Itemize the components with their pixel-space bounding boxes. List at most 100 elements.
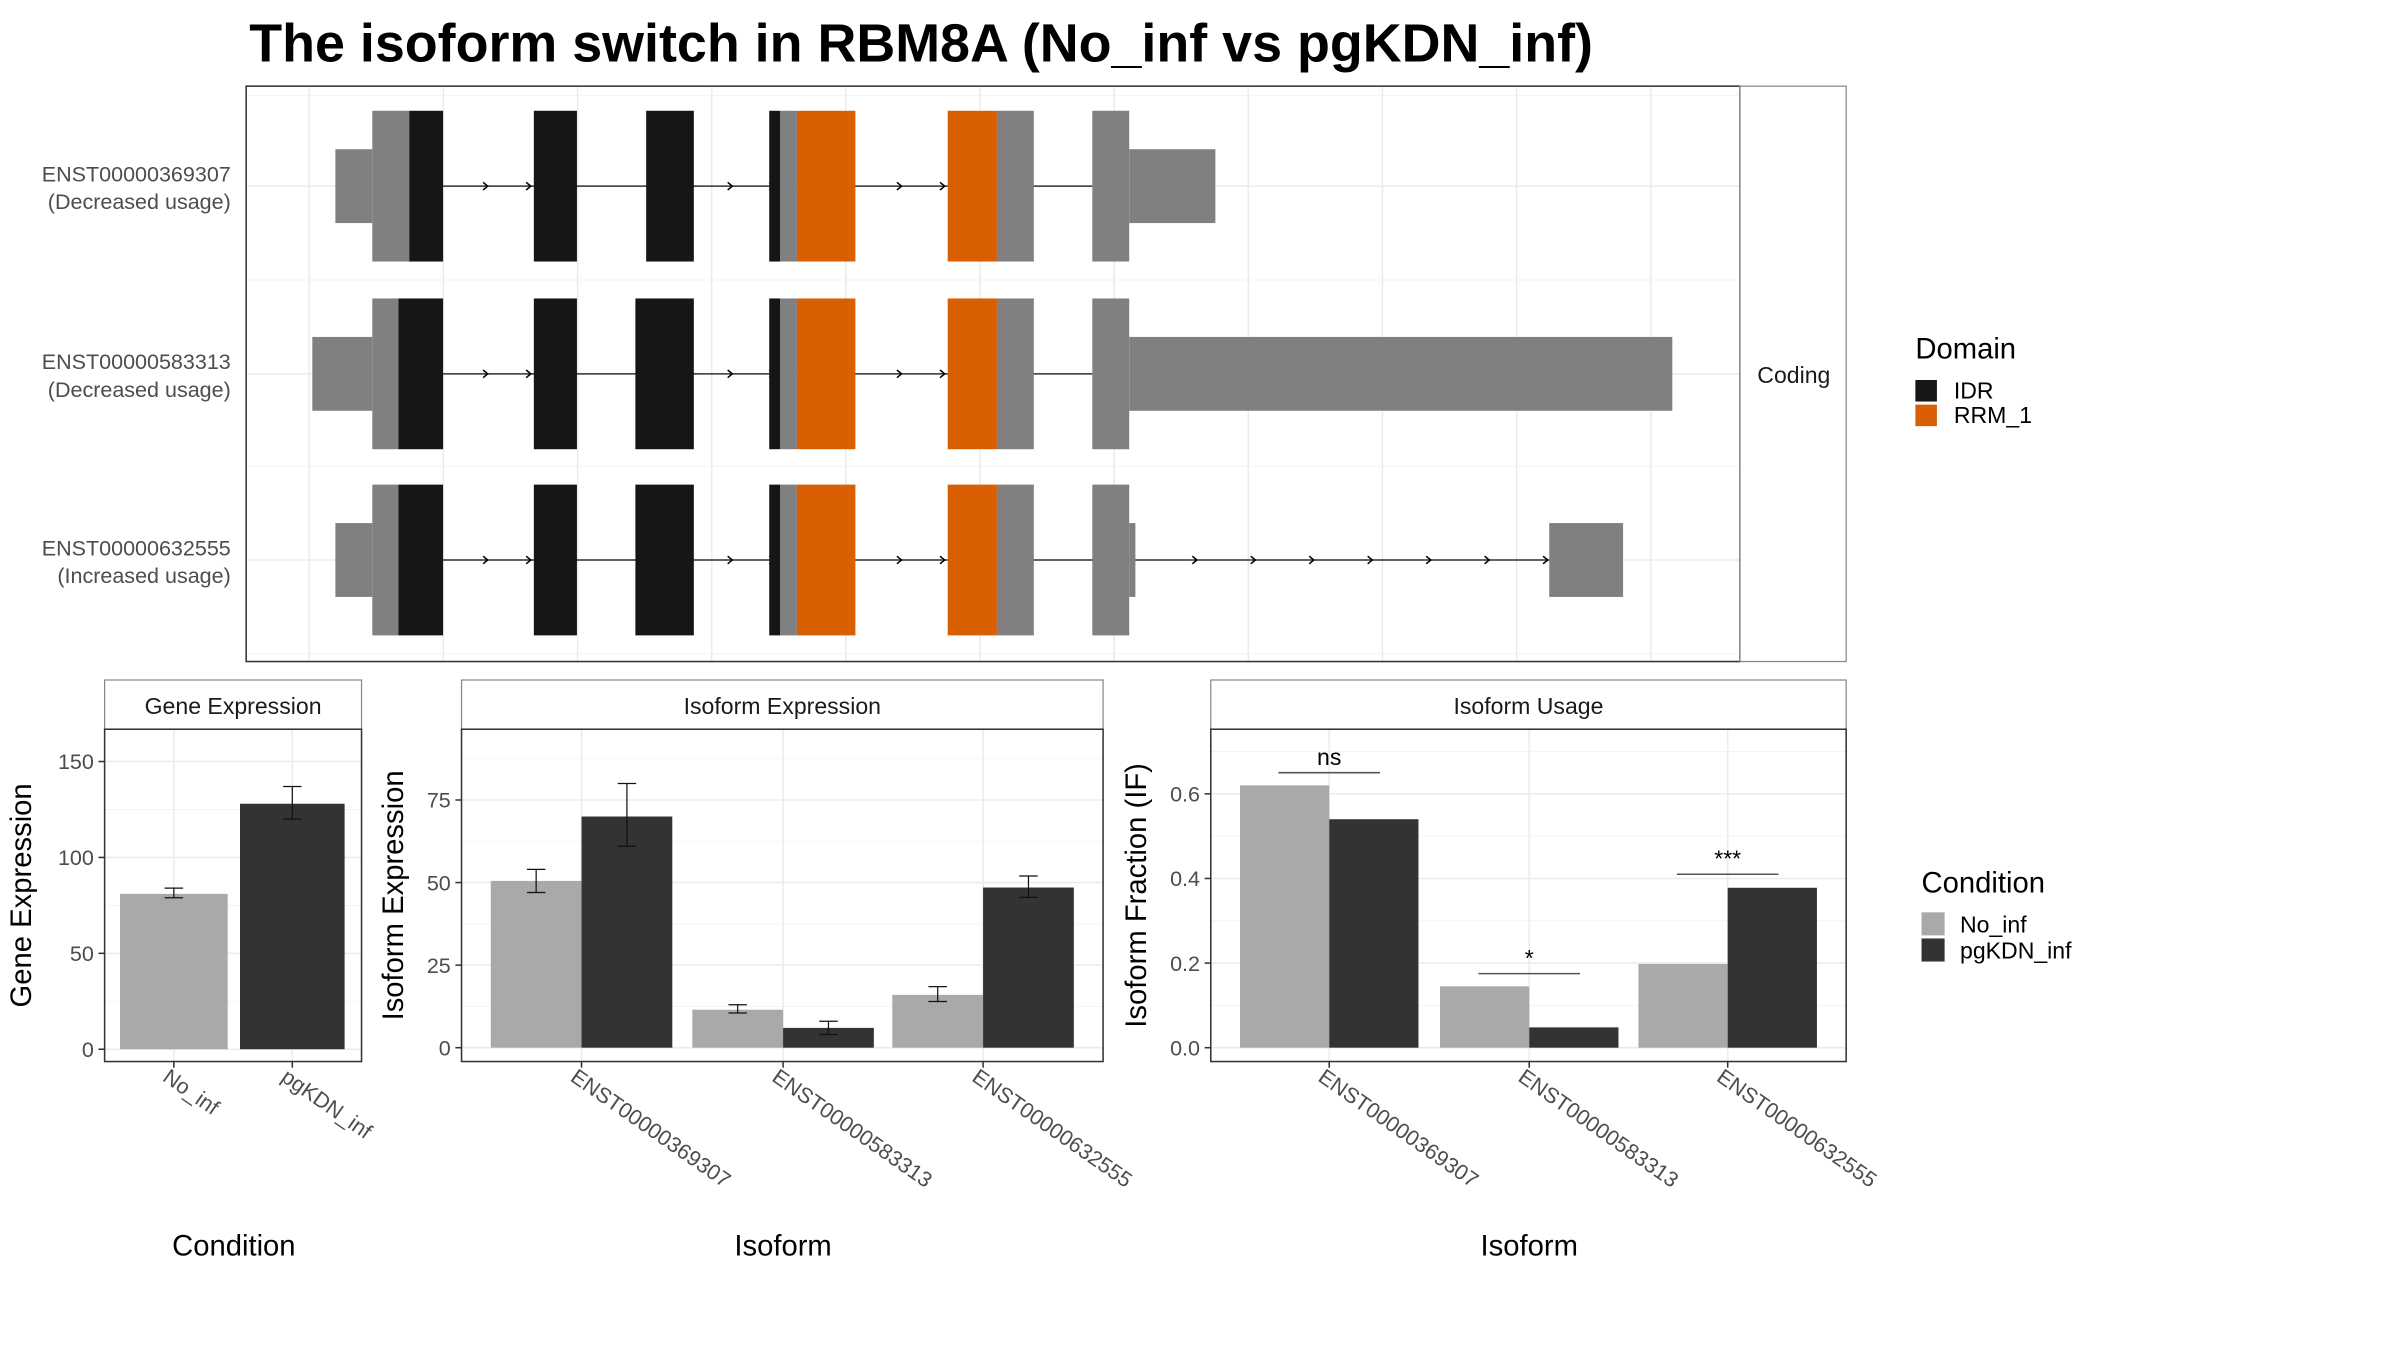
exon-cds: [1092, 484, 1130, 636]
svg-text:ENST00000583313: ENST00000583313: [42, 350, 231, 374]
y-tick-label: 150: [58, 750, 94, 774]
legend-key-idr: [1915, 380, 1937, 402]
exon-cds: [947, 110, 997, 262]
error-bar: [617, 782, 637, 847]
x-tick-label: ENST00000632555: [968, 1064, 1137, 1192]
y-tick-label: 50: [427, 871, 451, 895]
strand-arrow-icon: [896, 181, 903, 191]
strand-arrow-icon: [482, 555, 489, 565]
x-axis-title: Isoform: [1481, 1230, 1578, 1262]
strand-arrow-icon: [525, 369, 532, 379]
exon-cds: [796, 110, 856, 262]
strand-arrow-icon: [939, 555, 946, 565]
figure-title: The isoform switch in RBM8A (No_inf vs p…: [249, 14, 1593, 74]
transcript-label-1: ENST00000583313 (Decreased usage): [42, 350, 231, 402]
y-tick-label: 25: [427, 954, 451, 978]
error-bar: [526, 868, 546, 894]
x-tick-label: ENST00000632555: [1713, 1064, 1882, 1192]
strand-arrow-icon: [525, 181, 532, 191]
y-tick-label: 0.2: [1170, 952, 1200, 976]
strand-arrow-icon: [1191, 555, 1199, 565]
chart-title: Isoform Expression: [684, 693, 881, 719]
svg-text:Domain: Domain: [1915, 333, 2016, 365]
exon-cds: [796, 298, 856, 450]
strand-arrow-icon: [727, 555, 734, 565]
x-tick-label: ENST00000583313: [1514, 1064, 1683, 1192]
bar-ENST00000583313-pgKDN_inf: [1529, 1027, 1619, 1048]
legend-key-pgkdn-inf: [1921, 938, 1945, 962]
strand-arrow-icon: [1425, 555, 1432, 565]
x-tick-label: ENST00000369307: [1314, 1064, 1483, 1192]
exon-cds: [780, 110, 797, 262]
error-bar: [928, 985, 947, 1003]
svg-text:ENST00000632555: ENST00000632555: [42, 536, 231, 560]
bar-ENST00000369307-No_inf: [490, 880, 582, 1048]
bar-ENST00000369307-No_inf: [1240, 785, 1330, 1048]
x-tick-label: ENST00000369307: [566, 1064, 735, 1192]
x-tick-label: ENST00000583313: [768, 1064, 937, 1192]
bar-pgKDN_inf: [240, 803, 345, 1050]
exon-cds: [533, 298, 577, 450]
exon-cds: [372, 484, 399, 636]
error-bar: [283, 785, 302, 820]
bar-ENST00000583313-No_inf: [1440, 986, 1530, 1048]
chart-title: Gene Expression: [145, 693, 322, 719]
y-tick-label: 0.4: [1170, 867, 1200, 891]
chart-isoform-usage: Isoform Usage 0.0 0.2 0.4 0.6 ENST00000369307…: [1121, 679, 1882, 1262]
y-axis-title: Isoform Expression: [378, 770, 410, 1020]
bar-ENST00000632555-No_inf: [892, 994, 984, 1048]
svg-text:Condition: Condition: [1922, 867, 2045, 899]
chart-gene-expression: Gene Expression 0 50 100 150 No_inf pgKDN_inf G…: [6, 679, 377, 1262]
bar-ENST00000583313-No_inf: [692, 1009, 784, 1048]
strand-arrow-icon: [896, 369, 903, 379]
exon-cds: [996, 298, 1034, 450]
exon-cds: [635, 484, 694, 636]
significance-label: *: [1525, 945, 1534, 971]
y-axis-title: Isoform Fraction (IF): [1121, 763, 1153, 1028]
strand-arrow-icon: [1250, 555, 1257, 565]
exon-utr: [335, 523, 373, 597]
exon-cds: [769, 484, 780, 636]
y-tick-label: 50: [70, 942, 94, 966]
bar-ENST00000369307-pgKDN_inf: [581, 816, 673, 1048]
significance-label: ***: [1714, 846, 1741, 872]
y-tick-label: 0.6: [1170, 783, 1200, 807]
bar-ENST00000632555-No_inf: [1638, 963, 1728, 1048]
strand-arrow-icon: [896, 555, 903, 565]
exon-cds: [1092, 298, 1130, 450]
exon-cds: [398, 298, 444, 450]
bar-No_inf: [120, 893, 228, 1050]
exon-cds: [372, 298, 399, 450]
svg-text:(Decreased usage): (Decreased usage): [48, 190, 231, 214]
exon-cds: [947, 484, 997, 636]
bar-ENST00000369307-pgKDN_inf: [1329, 819, 1419, 1048]
strand-arrow-icon: [1308, 555, 1316, 565]
exon-cds: [796, 484, 856, 636]
transcript-model-1: [312, 298, 1673, 450]
y-tick-label: 0.0: [1170, 1036, 1200, 1060]
exon-utr: [1129, 523, 1136, 597]
exon-cds: [1092, 110, 1130, 262]
exon-cds: [398, 484, 444, 636]
svg-text:ENST00000369307: ENST00000369307: [42, 163, 231, 187]
exon-utr: [1129, 336, 1673, 411]
condition-legend: Condition No_inf pgKDN_inf: [1921, 867, 2072, 963]
transcript-label-0: ENST00000369307 (Decreased usage): [42, 163, 231, 215]
strand-arrow-icon: [727, 369, 734, 379]
strand-arrow-icon: [1542, 555, 1549, 565]
exon-cds: [769, 110, 780, 262]
error-bar: [164, 887, 184, 899]
x-axis-title: Isoform: [734, 1230, 831, 1262]
exon-utr: [335, 149, 373, 224]
bar-ENST00000632555-pgKDN_inf: [983, 887, 1074, 1048]
chart-title: Isoform Usage: [1453, 693, 1603, 719]
strand-arrow-icon: [1367, 555, 1374, 565]
transcript-model-2: [335, 484, 1624, 636]
exon-cds: [996, 110, 1034, 262]
y-tick-label: 100: [58, 846, 94, 870]
y-axis-title: Gene Expression: [6, 783, 38, 1007]
svg-text:IDR: IDR: [1954, 377, 1994, 403]
y-tick-label: 75: [427, 789, 451, 813]
transcript-panel: Coding ENST00000369307 (Decreased usage)…: [42, 85, 1847, 663]
